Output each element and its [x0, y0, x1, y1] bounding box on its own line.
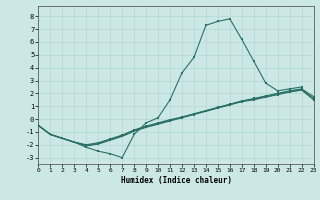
X-axis label: Humidex (Indice chaleur): Humidex (Indice chaleur)	[121, 176, 231, 185]
